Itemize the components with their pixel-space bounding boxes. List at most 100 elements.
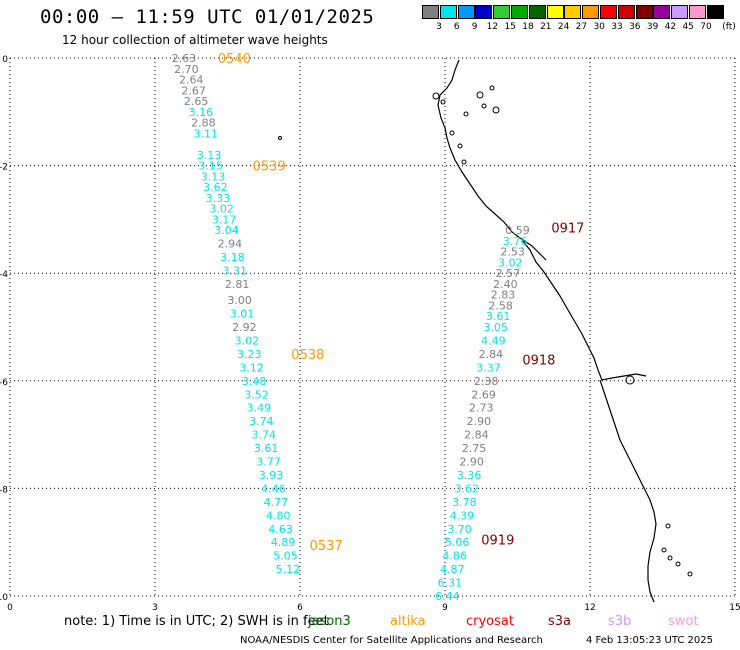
swh-value: 3.00: [227, 294, 252, 307]
swh-value: 3.02: [235, 334, 260, 347]
swh-value: 3.16: [189, 106, 214, 119]
swh-value: 5.05: [273, 550, 298, 563]
swh-value: 6.31: [438, 577, 463, 590]
swh-value: 4.86: [442, 550, 467, 563]
axis-ticks: 0 3 6 9 12 15 0 -2 -4 -6 -8 -10: [0, 55, 740, 613]
swh-value: 3.74: [249, 415, 274, 428]
scale-swatch: [422, 5, 439, 19]
swh-value: 2.38: [474, 375, 499, 388]
swh-value: 3.23: [237, 348, 262, 361]
y-tick-label: -10: [0, 593, 8, 603]
satellite-legend-item: s3b: [608, 614, 632, 629]
scale-label: 27: [575, 22, 588, 32]
swh-value: 2.53: [500, 246, 525, 259]
pass-label: 0539: [253, 160, 286, 175]
swh-value: 3.18: [220, 251, 245, 264]
swh-value: 3.61: [254, 442, 279, 455]
scale-swatch: [706, 5, 724, 19]
swh-observations: 2.632.702.642.672.653.162.883.11 3.133.15…: [172, 52, 530, 603]
swh-value: 2.84: [479, 348, 504, 361]
scale-swatch: [511, 5, 528, 19]
swh-value: 4.77: [264, 496, 289, 509]
x-tick-label: 3: [152, 603, 158, 613]
footer-note: note: 1) Time is in UTC; 2) SWH is in fe…: [64, 614, 329, 629]
swh-value: 3.02: [209, 203, 234, 216]
x-tick-label: 9: [442, 603, 448, 613]
swh-value: 3.05: [484, 321, 509, 334]
swh-value: 2.90: [467, 415, 492, 428]
pass-labels: 0540 0539 0538 0537 0917 0918 0919: [218, 52, 585, 554]
swh-value: 2.88: [191, 117, 216, 130]
scale-label: 18: [522, 22, 534, 32]
swh-value: 3.76: [503, 235, 528, 248]
swh-value: 4.80: [266, 509, 291, 522]
x-tick-label: 6: [297, 603, 303, 613]
x-tick-label: 0: [7, 603, 13, 613]
swh-value: 4.63: [268, 523, 293, 536]
swh-value: 3.78: [452, 496, 477, 509]
swh-value: 2.67: [181, 84, 206, 97]
satellite-legend-item: cryosat: [466, 614, 514, 629]
pass-label: 0917: [551, 221, 584, 236]
swh-value: 4.46: [261, 482, 286, 495]
scale-swatch: [439, 5, 457, 19]
map-grid: [9, 57, 736, 597]
swh-value: 3.62: [203, 181, 228, 194]
swh-value: 3.13: [197, 149, 222, 162]
scale-label: 21: [540, 22, 552, 32]
coastal-islands: [278, 85, 693, 577]
swh-value: 2.65: [184, 95, 209, 108]
swh-value: 2.63: [172, 52, 197, 65]
swh-value: 4.49: [481, 334, 506, 347]
scale-swatch: [564, 5, 582, 19]
swh-value: 3.37: [476, 361, 501, 374]
swh-value: 3.01: [230, 308, 255, 321]
swh-value: 2.58: [488, 299, 513, 312]
swh-value: 3.02: [498, 256, 523, 269]
swh-value: 2.40: [493, 278, 518, 291]
generated-timestamp: 4 Feb 13:05:23 UTC 2025: [586, 635, 713, 646]
swh-value: 3.11: [194, 127, 219, 140]
swh-value: 3.70: [447, 523, 472, 536]
scale-swatch: [546, 5, 564, 19]
scale-swatch: [475, 5, 493, 19]
swh-value: 3.77: [256, 456, 281, 469]
swh-value: 5.12: [276, 563, 301, 576]
swh-value: 3.52: [244, 388, 269, 401]
swh-value: 3.48: [242, 375, 267, 388]
scale-label: 36: [629, 22, 641, 32]
y-tick-label: -4: [0, 270, 8, 280]
scale-label: 42: [664, 22, 677, 32]
pass-label: 0918: [522, 353, 555, 368]
y-tick-label: -8: [0, 485, 8, 495]
scale-swatch: [528, 5, 546, 19]
swh-value: 3.62: [455, 482, 480, 495]
swh-value: 2.73: [469, 402, 494, 415]
swh-value: 3.36: [457, 469, 482, 482]
scale-label: 45: [682, 22, 694, 32]
swh-value: 3.31: [223, 265, 248, 278]
swh-value: 3.74: [252, 429, 277, 442]
scale-label: 30: [593, 22, 605, 32]
scale-swatch: [635, 5, 653, 19]
swh-value: 5.06: [445, 536, 470, 549]
scale-label: 9: [471, 22, 478, 32]
scale-label: 24: [557, 22, 570, 32]
pass-label: 0919: [481, 534, 514, 549]
swh-value: 6.44: [435, 590, 460, 603]
swh-value: 3.17: [212, 213, 237, 226]
scale-swatch: [653, 5, 671, 19]
swh-value: 3.15: [198, 160, 223, 173]
swh-value: 2.75: [462, 442, 487, 455]
credit-line: NOAA/NESDIS Center for Satellite Applica…: [240, 635, 543, 646]
swh-value: 3.49: [247, 402, 272, 415]
scale-label: 3: [436, 22, 442, 32]
x-tick-label: 12: [584, 603, 595, 613]
scale-swatch: [689, 5, 706, 19]
swh-value: 2.84: [464, 429, 489, 442]
swh-value: 2.90: [459, 456, 484, 469]
scale-swatch: [671, 5, 689, 19]
swh-value: 2.94: [218, 238, 243, 251]
y-tick-label: -6: [0, 378, 8, 388]
swh-value: 3.61: [486, 310, 511, 323]
